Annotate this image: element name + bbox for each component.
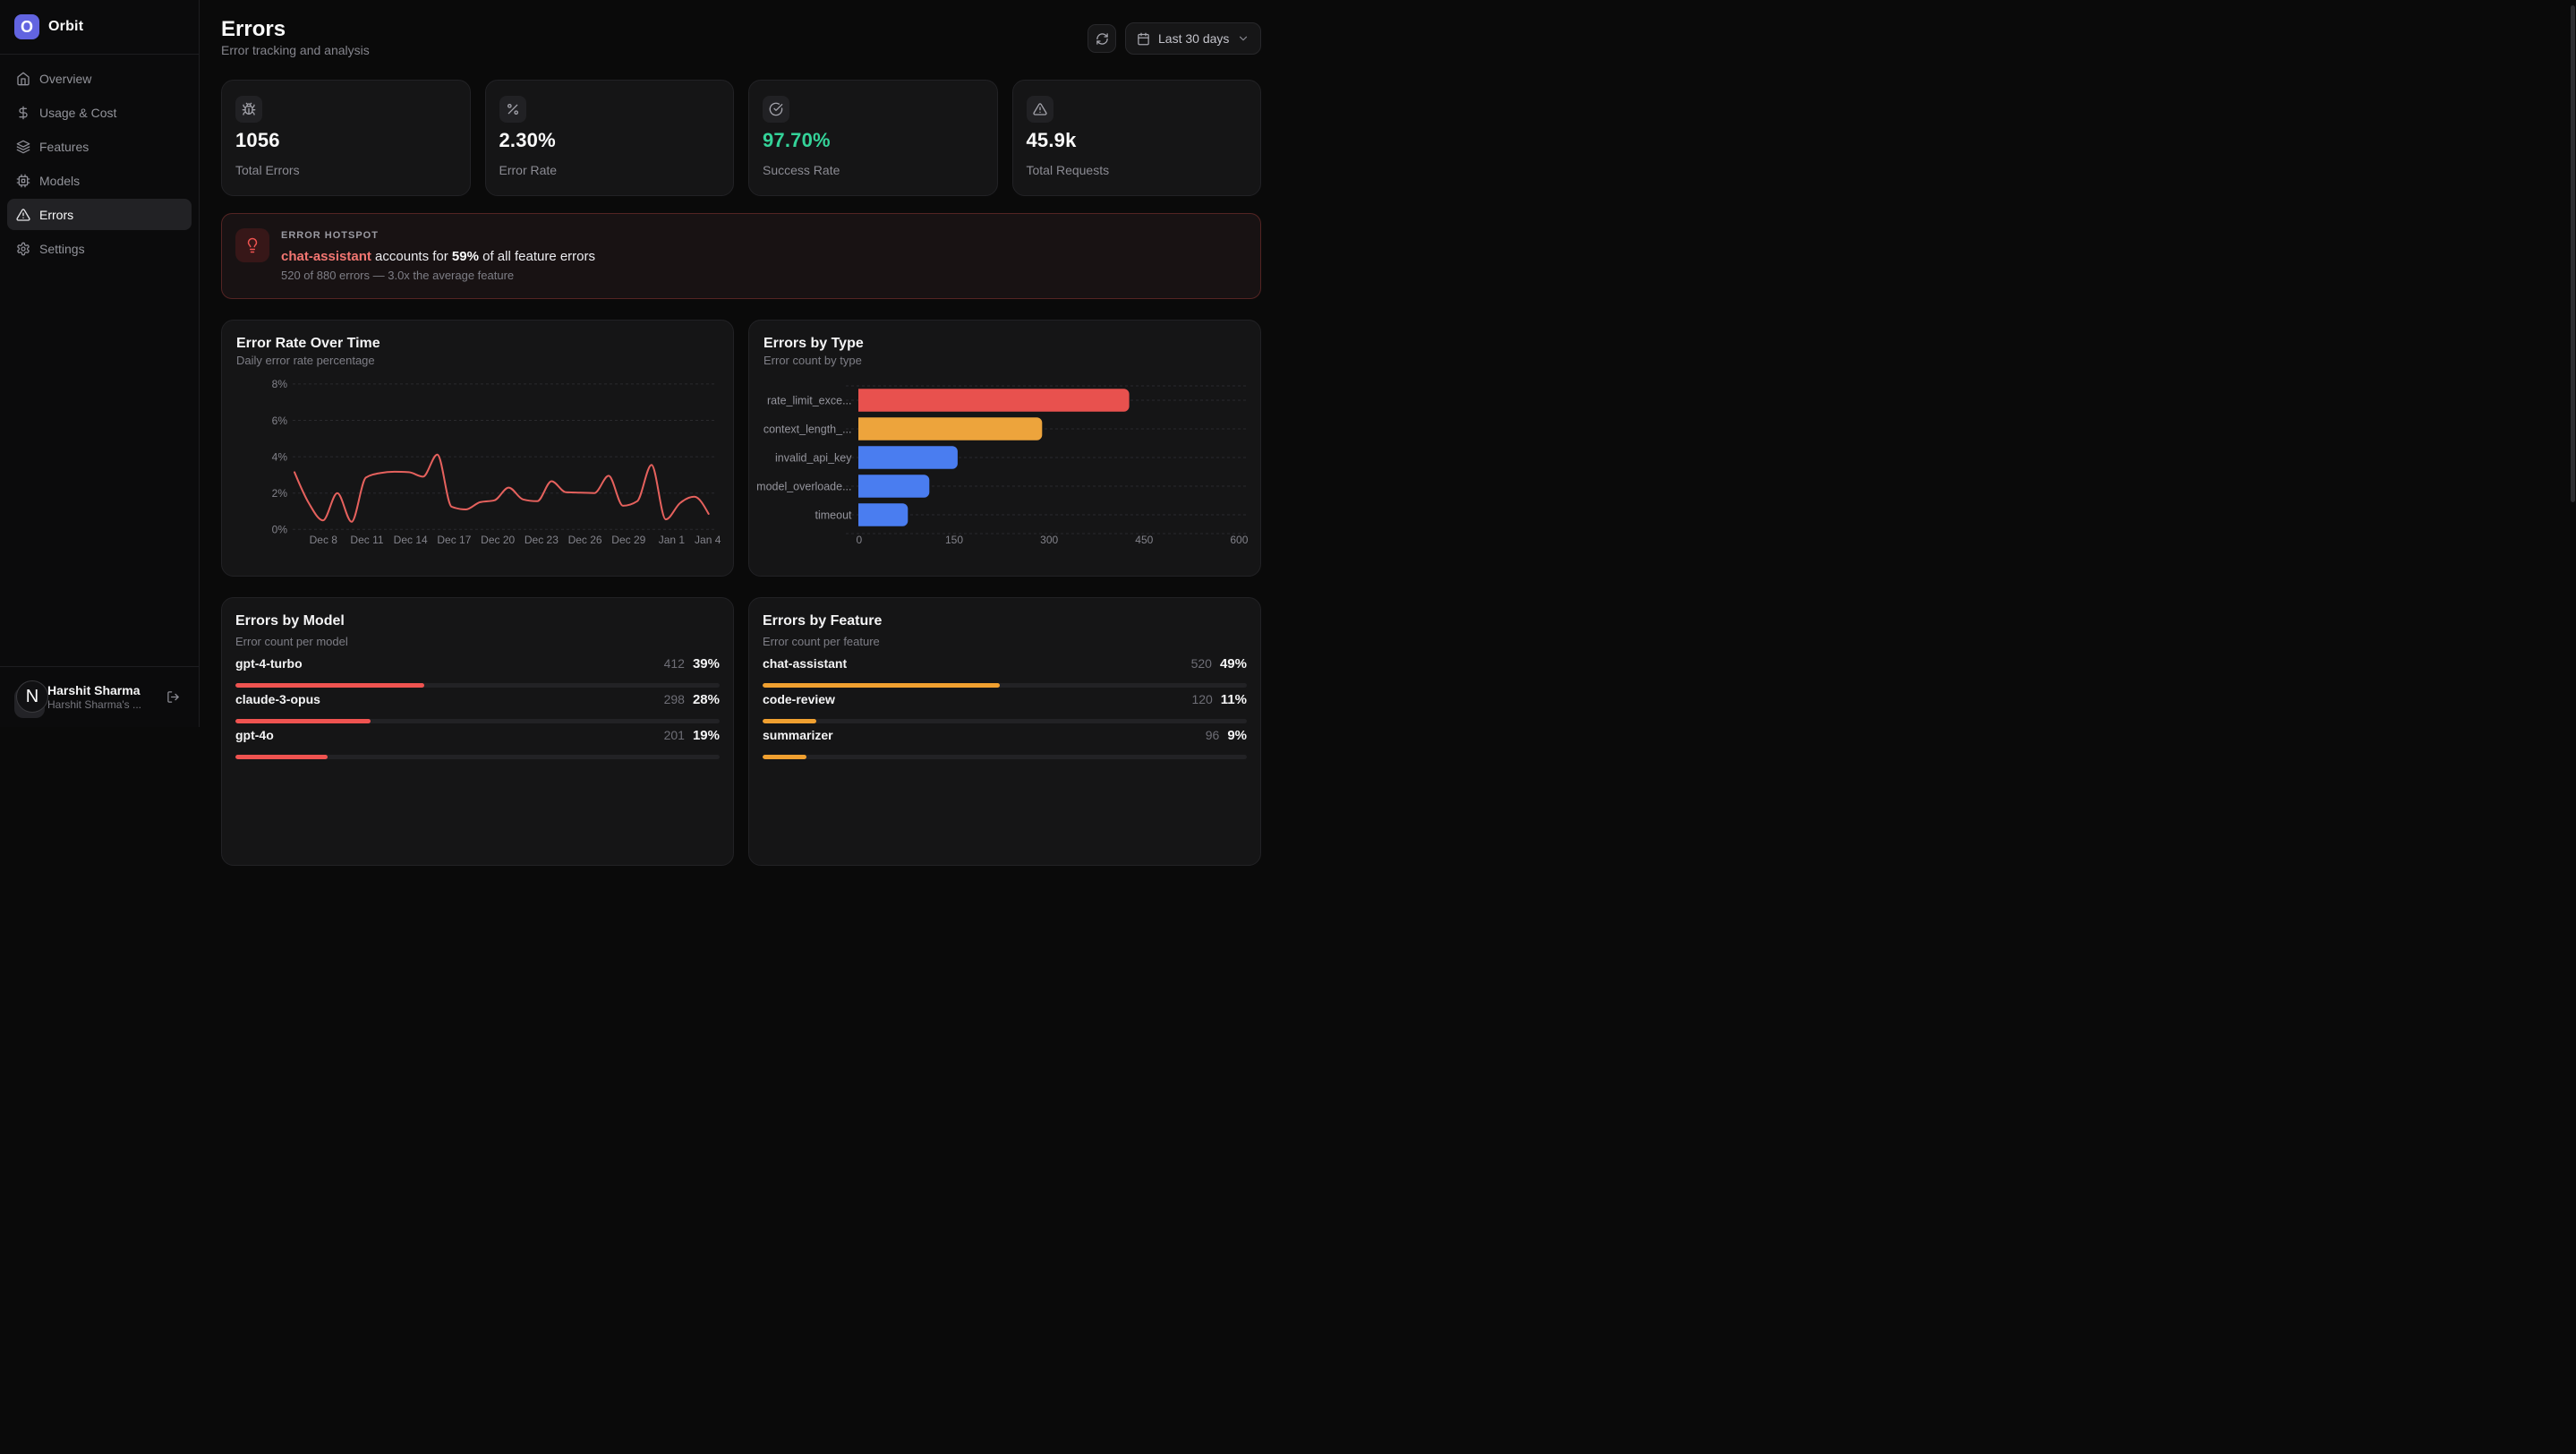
svg-text:Dec 14: Dec 14: [394, 534, 428, 546]
svg-text:Dec 23: Dec 23: [525, 534, 559, 546]
svg-text:Dec 20: Dec 20: [481, 534, 515, 546]
svg-text:450: 450: [1135, 534, 1153, 546]
svg-text:invalid_api_key: invalid_api_key: [775, 451, 852, 464]
svg-text:rate_limit_exce...: rate_limit_exce...: [767, 394, 851, 406]
svg-text:0: 0: [857, 534, 863, 546]
svg-text:Dec 17: Dec 17: [437, 534, 471, 546]
svg-text:8%: 8%: [272, 378, 288, 390]
svg-text:Dec 11: Dec 11: [350, 534, 383, 546]
svg-text:150: 150: [945, 534, 963, 546]
svg-text:300: 300: [1040, 534, 1058, 546]
svg-text:600: 600: [1230, 534, 1248, 546]
svg-text:2%: 2%: [272, 487, 288, 500]
svg-text:6%: 6%: [272, 415, 288, 427]
svg-text:Dec 29: Dec 29: [611, 534, 645, 546]
svg-text:Jan 1: Jan 1: [659, 534, 686, 546]
svg-text:Jan 4: Jan 4: [695, 534, 721, 546]
svg-text:model_overloade...: model_overloade...: [756, 480, 851, 492]
svg-text:context_length_...: context_length_...: [763, 423, 852, 435]
svg-text:Dec 8: Dec 8: [310, 534, 338, 546]
svg-text:4%: 4%: [272, 450, 288, 463]
svg-text:timeout: timeout: [815, 509, 853, 521]
svg-text:Dec 26: Dec 26: [568, 534, 602, 546]
svg-text:0%: 0%: [272, 524, 288, 536]
